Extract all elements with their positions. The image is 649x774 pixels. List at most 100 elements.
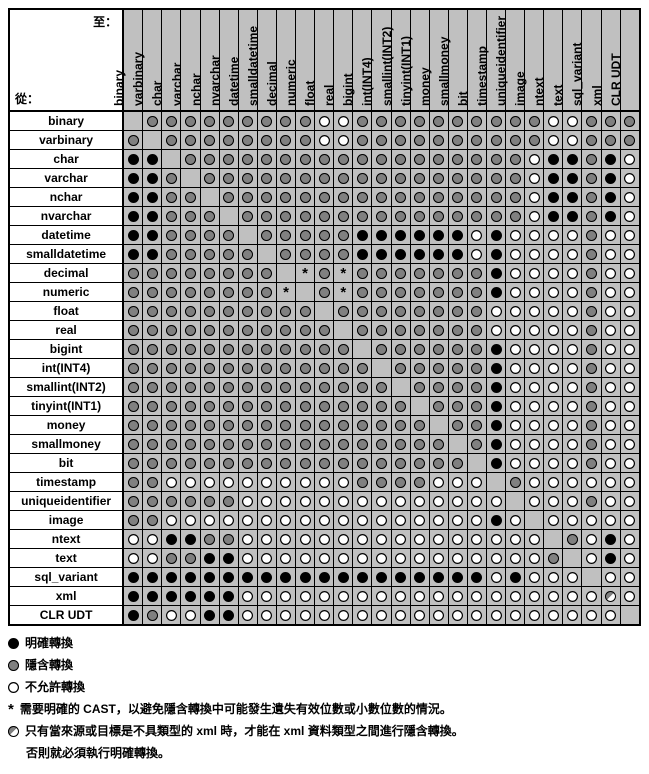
symbol-n <box>471 553 482 564</box>
symbol-n <box>548 306 559 317</box>
row-header: smallmoney <box>9 435 123 454</box>
symbol-i <box>319 325 330 336</box>
cell <box>162 606 181 626</box>
symbol-n <box>548 420 559 431</box>
cell <box>276 150 295 169</box>
symbol-i <box>261 192 272 203</box>
cell <box>391 226 410 245</box>
cell <box>391 378 410 397</box>
cell <box>315 397 334 416</box>
cell <box>563 150 582 169</box>
symbol-n <box>414 496 425 507</box>
cell <box>296 188 315 207</box>
cell <box>410 302 429 321</box>
symbol-n <box>548 458 559 469</box>
cell <box>200 435 219 454</box>
symbol-n <box>567 401 578 412</box>
cell <box>391 207 410 226</box>
legend-row: 隱含轉換 <box>8 656 641 674</box>
cell <box>525 492 544 511</box>
cell <box>143 226 162 245</box>
symbol-i <box>204 439 215 450</box>
symbol-e <box>204 610 215 621</box>
symbol-n <box>605 268 616 279</box>
symbol-i <box>357 306 368 317</box>
symbol-n <box>605 477 616 488</box>
cell <box>601 226 620 245</box>
cell <box>582 492 601 511</box>
symbol-i <box>223 344 234 355</box>
symbol-i <box>433 458 444 469</box>
symbol-i <box>414 192 425 203</box>
symbol-i <box>204 382 215 393</box>
symbol-n <box>510 306 521 317</box>
symbol-i <box>471 173 482 184</box>
symbol-i <box>242 173 253 184</box>
cell <box>601 111 620 131</box>
symbol-i <box>300 363 311 374</box>
cell <box>123 188 143 207</box>
symbol-n <box>357 534 368 545</box>
symbol-i <box>452 382 463 393</box>
symbol-i <box>204 420 215 431</box>
symbol-i <box>280 249 291 260</box>
cell <box>143 473 162 492</box>
symbol-i <box>242 154 253 165</box>
cell <box>448 454 467 473</box>
cell <box>563 454 582 473</box>
cell <box>563 511 582 530</box>
cell <box>620 264 640 283</box>
cell <box>410 568 429 587</box>
symbol-e <box>567 154 578 165</box>
symbol-n <box>242 496 253 507</box>
cell <box>563 416 582 435</box>
cell <box>391 530 410 549</box>
cell <box>257 359 276 378</box>
cell <box>525 111 544 131</box>
cell <box>334 530 353 549</box>
cell <box>391 340 410 359</box>
symbol-i <box>300 306 311 317</box>
symbol-i <box>166 306 177 317</box>
cell <box>429 226 448 245</box>
cell <box>448 264 467 283</box>
symbol-i <box>395 135 406 146</box>
cell <box>200 568 219 587</box>
symbol-i <box>338 192 349 203</box>
symbol-e <box>567 211 578 222</box>
cell <box>620 511 640 530</box>
symbol-i <box>242 211 253 222</box>
cell <box>372 321 391 340</box>
cell <box>257 169 276 188</box>
symbol-i <box>128 515 139 526</box>
symbol-n <box>319 591 330 602</box>
symbol-n <box>491 325 502 336</box>
cell <box>334 435 353 454</box>
cell: * <box>334 264 353 283</box>
symbol-n <box>548 344 559 355</box>
cell <box>123 321 143 340</box>
cell <box>620 416 640 435</box>
symbol-i <box>223 306 234 317</box>
symbol-i <box>147 116 158 127</box>
symbol-i <box>261 420 272 431</box>
cell <box>372 473 391 492</box>
cell <box>353 321 372 340</box>
cell <box>353 473 372 492</box>
cell <box>506 131 525 150</box>
cell <box>544 340 563 359</box>
symbol-i <box>433 192 444 203</box>
cell <box>582 416 601 435</box>
cell <box>601 245 620 264</box>
cell <box>372 511 391 530</box>
symbol-e <box>128 249 139 260</box>
symbol-i <box>471 268 482 279</box>
cell <box>448 226 467 245</box>
cell <box>181 378 200 397</box>
cell <box>334 378 353 397</box>
cell <box>143 530 162 549</box>
symbol-i <box>395 344 406 355</box>
symbol-i <box>204 534 215 545</box>
symbol-n <box>300 553 311 564</box>
cell <box>486 416 505 435</box>
